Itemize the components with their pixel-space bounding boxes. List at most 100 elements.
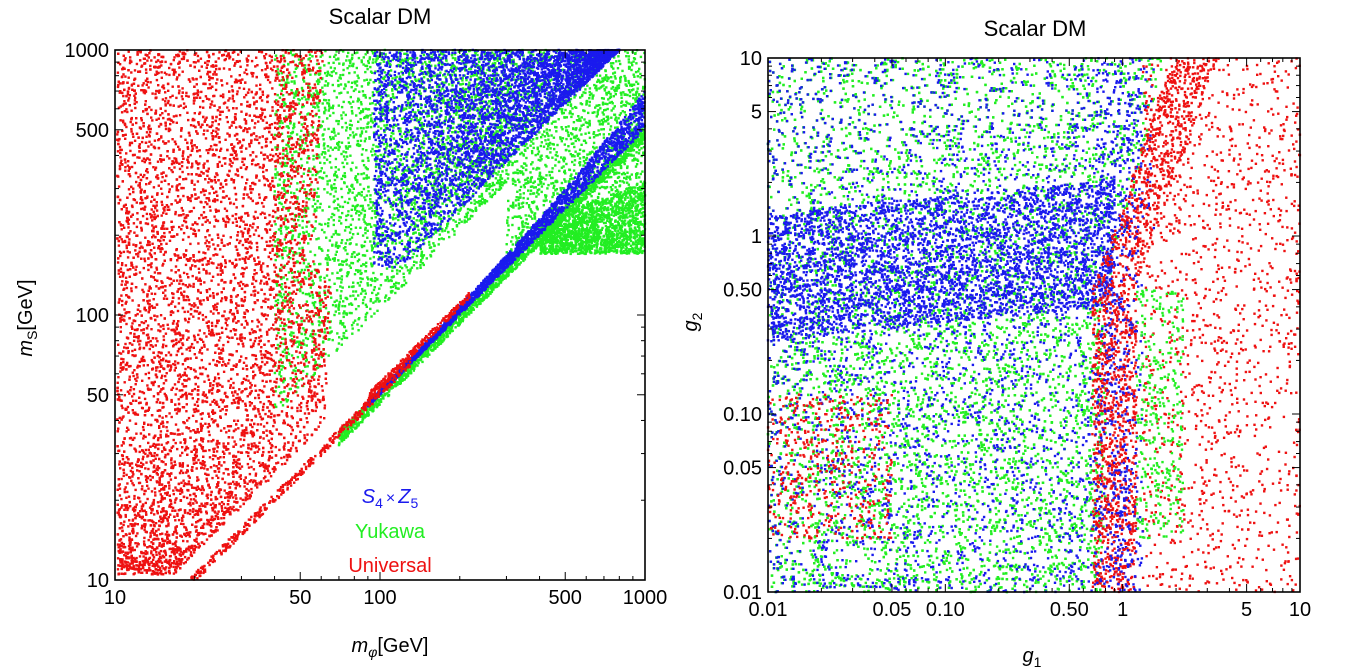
data-point — [289, 51, 292, 55]
data-point — [609, 186, 612, 189]
data-point — [403, 83, 406, 87]
data-point — [441, 143, 444, 146]
data-point — [456, 208, 459, 212]
data-point — [326, 258, 329, 261]
data-point — [568, 168, 572, 172]
data-point — [440, 237, 443, 240]
data-point — [536, 152, 540, 156]
data-point — [516, 239, 519, 242]
data-point — [432, 214, 436, 217]
data-point — [512, 171, 515, 175]
data-point — [329, 135, 332, 139]
data-point — [449, 200, 452, 203]
data-point — [607, 91, 610, 95]
data-point — [326, 183, 329, 186]
data-point — [433, 244, 436, 248]
data-point — [365, 174, 368, 177]
data-point — [621, 69, 624, 73]
data-point — [306, 365, 309, 368]
data-point — [282, 181, 285, 184]
data-point — [507, 209, 510, 212]
data-point — [597, 192, 601, 195]
data-point — [520, 165, 523, 168]
data-point — [396, 213, 399, 217]
data-point — [397, 168, 400, 172]
data-point — [348, 285, 351, 289]
data-point — [597, 162, 600, 166]
data-point — [379, 153, 382, 157]
data-point — [299, 289, 302, 293]
data-point — [337, 104, 340, 107]
data-point — [491, 138, 494, 141]
data-point — [572, 121, 576, 124]
data-point — [415, 182, 418, 185]
data-point — [558, 107, 561, 111]
data-point — [354, 290, 358, 293]
data-point — [493, 191, 497, 194]
data-point — [449, 217, 453, 220]
data-point — [610, 175, 613, 179]
data-point — [610, 193, 613, 196]
data-point — [323, 64, 326, 67]
data-point — [308, 86, 312, 89]
data-point — [333, 55, 336, 58]
data-point — [290, 354, 294, 357]
data-point — [374, 216, 377, 219]
data-point — [404, 59, 408, 62]
data-point — [494, 125, 497, 128]
data-point — [341, 73, 345, 77]
data-point — [574, 139, 577, 143]
data-point — [328, 179, 331, 182]
data-point — [340, 278, 343, 281]
data-point — [419, 142, 422, 145]
data-point — [357, 107, 360, 110]
data-point — [611, 188, 614, 191]
data-point — [318, 316, 321, 319]
data-point — [622, 208, 625, 212]
data-point — [455, 225, 459, 228]
data-point — [450, 54, 454, 57]
data-point — [380, 226, 383, 230]
data-point — [636, 217, 639, 221]
data-point — [349, 119, 352, 122]
data-point — [362, 177, 365, 180]
data-point — [384, 296, 387, 299]
data-point — [370, 49, 374, 53]
data-point — [477, 108, 481, 112]
data-point — [358, 90, 361, 93]
data-point — [391, 167, 395, 170]
data-point — [357, 329, 360, 332]
data-point — [579, 234, 582, 238]
data-point — [416, 163, 419, 166]
data-point — [470, 201, 473, 205]
data-point — [582, 164, 585, 167]
data-point — [278, 178, 281, 181]
data-point — [344, 259, 348, 263]
data-point — [322, 144, 326, 147]
data-point — [540, 82, 543, 86]
data-point — [408, 73, 411, 76]
data-point — [465, 78, 468, 82]
data-point — [470, 209, 473, 212]
data-point — [454, 220, 457, 223]
data-point — [400, 180, 403, 183]
data-point — [520, 202, 524, 205]
data-point — [397, 196, 400, 200]
data-point — [632, 60, 635, 63]
data-point — [443, 229, 447, 232]
data-point — [585, 156, 588, 160]
data-point — [352, 100, 355, 103]
data-point — [322, 340, 325, 343]
data-point — [305, 265, 308, 268]
data-point — [423, 220, 426, 223]
data-point — [601, 111, 604, 114]
data-point — [337, 132, 340, 135]
data-point — [448, 191, 451, 194]
data-point — [506, 216, 510, 219]
data-point — [614, 171, 617, 175]
data-point — [315, 191, 318, 195]
data-point — [551, 78, 554, 81]
data-point — [368, 136, 371, 139]
data-point — [407, 101, 410, 105]
data-point — [324, 307, 328, 310]
